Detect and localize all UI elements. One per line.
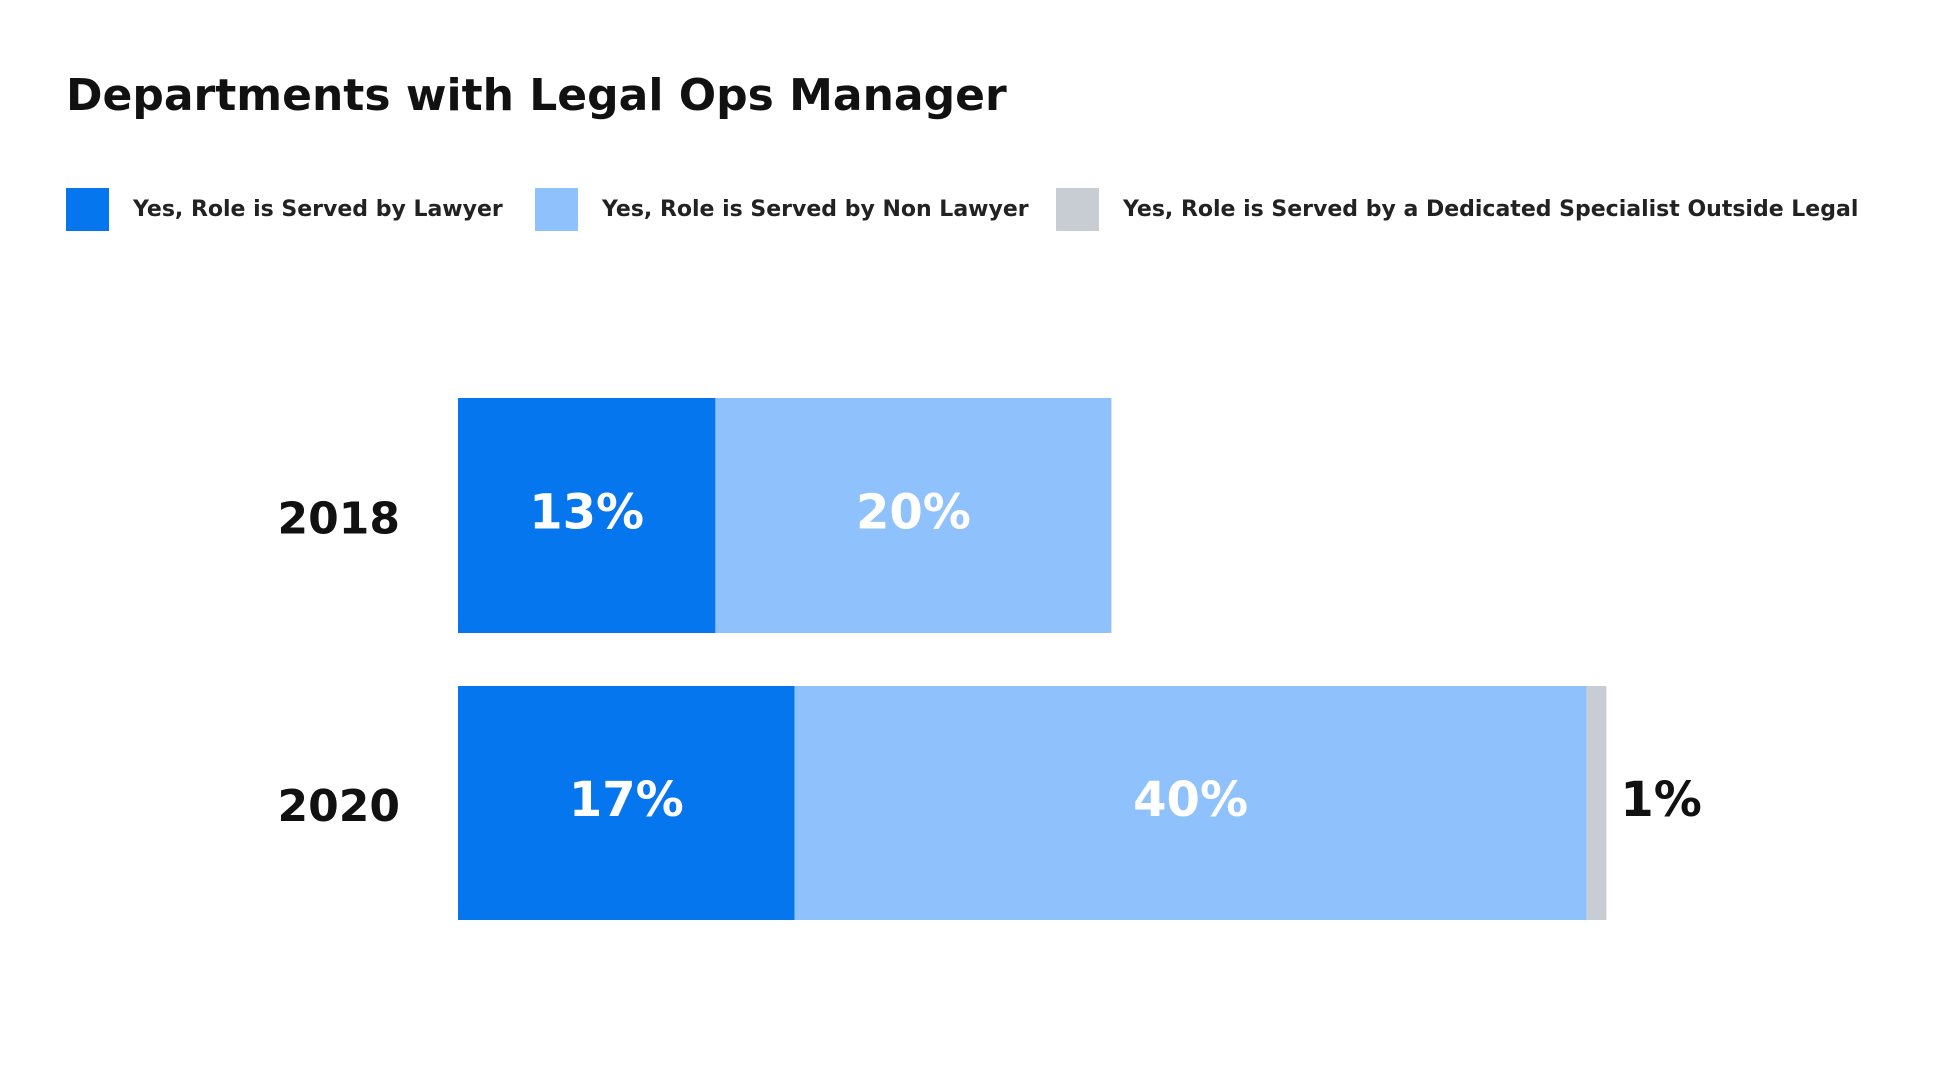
legend-label: Yes, Role is Served by a Dedicated Speci…: [1122, 197, 1858, 222]
value-label: 40%: [1133, 772, 1248, 828]
value-label: 1%: [1620, 772, 1702, 828]
bar-segment: [715, 398, 1112, 633]
legend-swatch: [66, 188, 109, 231]
value-label: 17%: [569, 772, 684, 828]
value-label: 20%: [856, 485, 971, 541]
legend-swatch: [535, 188, 578, 231]
chart-title: Departments with Legal Ops Manager: [66, 70, 1007, 121]
category-label: 2018: [278, 494, 400, 545]
bar-segment: [1586, 686, 1607, 920]
bar-segment: [458, 398, 716, 633]
bar-segment: [794, 686, 1587, 920]
legend-label: Yes, Role is Served by Non Lawyer: [601, 197, 1029, 222]
legend-swatch: [1056, 188, 1099, 231]
value-label: 13%: [529, 485, 644, 541]
bar-segment: [458, 686, 795, 920]
legend-label: Yes, Role is Served by Lawyer: [132, 197, 503, 222]
category-label: 2020: [278, 781, 400, 832]
